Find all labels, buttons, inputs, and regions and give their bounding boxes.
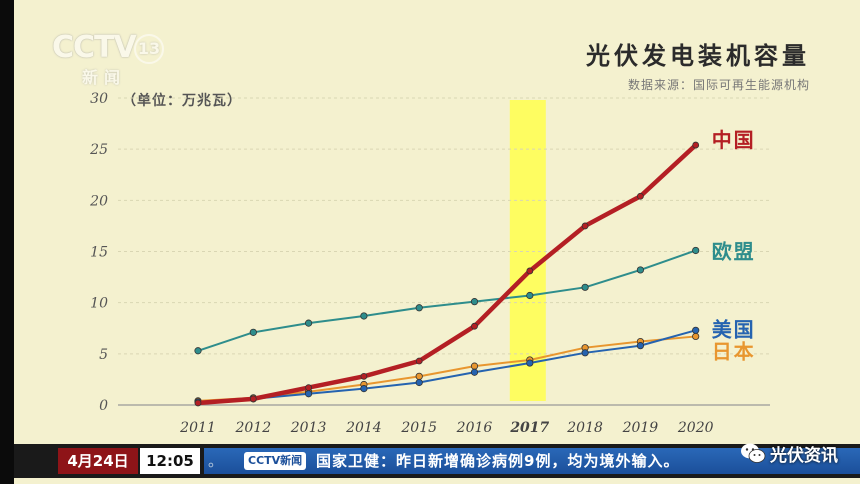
chart-title: 光伏发电装机容量	[586, 42, 810, 70]
data-point	[194, 399, 202, 407]
ticker-dots: 。	[208, 452, 224, 470]
data-point	[581, 283, 589, 291]
x-tick-label: 2020	[677, 420, 714, 436]
data-point	[305, 384, 313, 392]
logo-channel: 13	[134, 34, 164, 64]
y-tick-label: 15	[90, 245, 108, 261]
data-point	[304, 319, 313, 327]
series-label: 日本	[712, 339, 756, 363]
x-tick-label: 2019	[622, 420, 659, 436]
x-tick-label: 2018	[566, 420, 603, 436]
y-tick-label: 10	[90, 296, 108, 312]
data-point	[526, 267, 534, 275]
data-source: 数据来源：国际可再生能源机构	[627, 78, 810, 92]
series-line-美国	[197, 329, 697, 403]
data-point	[415, 372, 423, 380]
x-tick-label: 2017	[509, 420, 549, 436]
wechat-icon	[741, 443, 766, 463]
data-point	[360, 312, 368, 320]
data-point	[692, 326, 700, 334]
data-point	[692, 246, 700, 255]
data-point	[470, 298, 479, 306]
data-point	[194, 347, 202, 355]
y-tick-label: 20	[89, 193, 108, 209]
cctv-logo: CCTV 13 新闻	[52, 30, 164, 90]
x-tick-label: 2011	[179, 420, 216, 436]
news-ticker: 4月24日 12:05 。 CCTV新闻 国家卫健：昨日新增确诊病例9例，均为境…	[14, 444, 860, 478]
left-black-bar	[0, 0, 14, 484]
series-line-欧盟	[197, 249, 697, 352]
data-point	[636, 342, 645, 350]
x-tick-label: 2012	[234, 420, 271, 436]
data-point	[360, 372, 368, 380]
watermark-text: 光伏资讯	[770, 445, 838, 466]
series-label: 美国	[712, 317, 756, 341]
data-point	[415, 378, 423, 387]
x-tick-label: 2013	[290, 420, 327, 436]
series-label: 欧盟	[712, 239, 756, 263]
data-point	[692, 141, 700, 149]
x-tick-label: 2016	[456, 420, 493, 436]
data-point	[249, 395, 257, 403]
data-point	[470, 362, 479, 370]
logo-brand: CCTV	[52, 30, 137, 65]
data-point	[637, 192, 644, 200]
data-point	[360, 385, 368, 393]
y-tick-label: 25	[89, 142, 108, 158]
logo-sub: 新闻	[82, 68, 127, 87]
data-point	[471, 322, 478, 330]
series-label: 中国	[712, 128, 756, 152]
data-point	[470, 368, 479, 376]
ticker-badge: CCTV新闻	[244, 452, 307, 470]
data-point	[581, 349, 589, 357]
ticker-headline: 国家卫健：昨日新增确诊病例9例，均为境外输入。	[316, 452, 680, 470]
x-tick-label: 2015	[400, 420, 437, 436]
y-tick-label: 5	[99, 347, 108, 363]
data-point	[581, 222, 589, 230]
y-tick-label: 0	[99, 398, 108, 414]
series-line-中国	[195, 142, 698, 406]
ticker-date: 4月24日	[58, 448, 138, 474]
y-tick-label: 30	[90, 91, 108, 107]
ticker-time: 12:05	[140, 448, 200, 474]
data-point	[636, 266, 645, 274]
data-point	[304, 390, 313, 398]
watermark: 光伏资讯	[740, 438, 838, 468]
highlight-band	[509, 100, 546, 401]
data-point	[526, 291, 534, 300]
y-axis-label: （单位：万兆瓦）	[122, 93, 242, 109]
data-point	[415, 357, 423, 365]
data-point	[415, 304, 423, 312]
data-point	[526, 359, 534, 367]
data-point	[692, 332, 700, 341]
data-point	[249, 328, 257, 336]
x-tick-label: 2014	[345, 420, 382, 436]
